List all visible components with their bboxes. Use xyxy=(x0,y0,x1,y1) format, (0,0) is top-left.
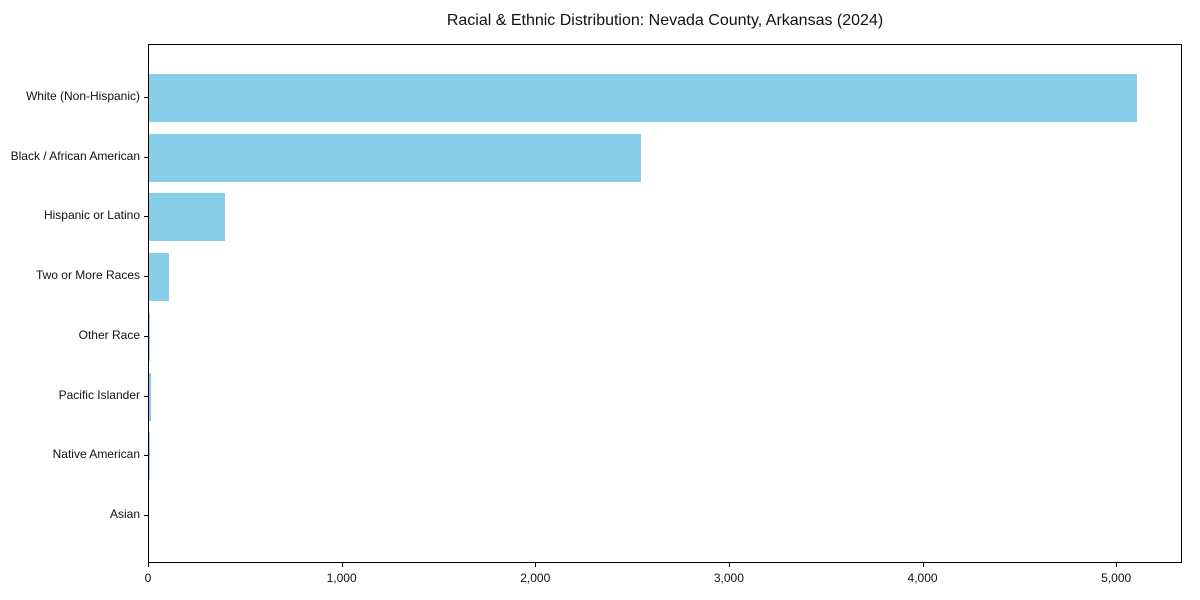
y-axis-category-label: Black / African American xyxy=(10,148,140,163)
plot-area xyxy=(148,44,1182,563)
x-axis-tick-label: 3,000 xyxy=(713,571,744,585)
y-tick-mark xyxy=(144,514,148,516)
bar-hispanic-or-latino xyxy=(149,193,226,242)
x-tick-mark xyxy=(535,563,537,567)
x-axis-tick-label: 2,000 xyxy=(520,571,551,585)
y-axis-category-label: Pacific Islander xyxy=(58,387,140,402)
x-axis-tick-label: 5,000 xyxy=(1101,571,1132,585)
x-tick-mark xyxy=(148,563,149,567)
bar-two-or-more-races xyxy=(149,253,170,302)
y-tick-mark xyxy=(144,97,148,98)
bar-white-non-hispanic xyxy=(149,74,1137,122)
y-tick-mark xyxy=(144,335,148,337)
y-axis-category-label: Native American xyxy=(52,447,140,462)
y-axis-category-label: Hispanic or Latino xyxy=(43,208,140,223)
bar-black-african-american xyxy=(149,133,641,182)
x-tick-mark xyxy=(341,563,343,567)
y-axis-category-label: Asian xyxy=(109,506,140,521)
x-axis-tick-label: 4,000 xyxy=(907,571,938,585)
y-tick-mark xyxy=(144,156,148,158)
x-tick-mark xyxy=(922,563,924,567)
y-axis-category-label: White (Non-Hispanic) xyxy=(25,89,140,103)
y-tick-mark xyxy=(144,455,148,457)
y-axis-category-label: Two or More Races xyxy=(35,268,140,283)
y-tick-mark xyxy=(144,216,148,218)
bar-pacific-islander xyxy=(149,372,151,421)
x-axis-tick-label: 0 xyxy=(144,571,152,585)
x-tick-mark xyxy=(728,563,730,567)
x-tick-mark xyxy=(1116,563,1118,567)
y-tick-mark xyxy=(144,276,148,278)
y-axis-category-label: Other Race xyxy=(78,327,140,342)
chart-title: Racial & Ethnic Distribution: Nevada Cou… xyxy=(446,12,884,29)
x-axis-tick-label: 1,000 xyxy=(326,571,357,585)
y-tick-mark xyxy=(144,395,148,397)
